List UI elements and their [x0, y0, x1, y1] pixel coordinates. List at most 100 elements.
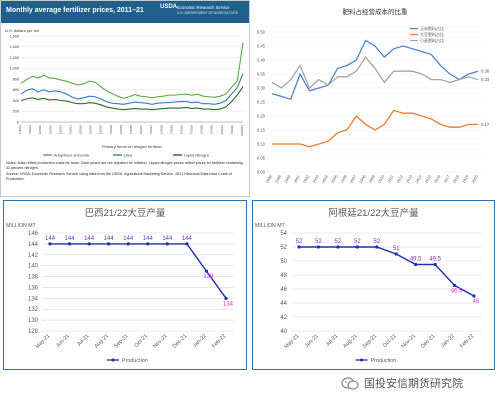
- y-tick-label: 800: [13, 77, 19, 81]
- x-tick-label: Dec-21: [172, 333, 189, 350]
- fertilizer-share-panel: 肥料占经营成本的比重 0.00 0.05 0.10 0.15 0.20 0.25 0.30 0.…: [250, 0, 500, 197]
- x-tick-label: 2003: [312, 175, 320, 184]
- y-tick-label: 0.50: [257, 29, 266, 34]
- x-tick-label: Feb-22: [211, 333, 227, 349]
- data-label: 144: [123, 236, 134, 242]
- legend-label: 小麦肥料占比: [420, 37, 444, 43]
- x-tick-label: Oct-21: [382, 333, 398, 349]
- data-label: 139: [203, 274, 214, 280]
- x-tick-label: 7/2017: [149, 125, 153, 135]
- notes-text: Notes: Data reflect production costs for…: [6, 161, 243, 170]
- end-label: 0.36: [481, 69, 490, 74]
- data-label: 51: [393, 246, 400, 252]
- chart-notes: Notes: Data reflect production costs for…: [6, 161, 246, 183]
- y-tick-label: 400: [13, 99, 19, 103]
- x-tick-label: 1/2021: [220, 125, 224, 135]
- x-tick-label: May-21: [283, 333, 300, 350]
- x-tick-label: 2011: [387, 175, 395, 184]
- y-tick-label: 146: [28, 231, 39, 237]
- y-tick-label: 0.00: [257, 169, 266, 174]
- x-tick-label: 2005: [331, 175, 339, 184]
- data-label: 144: [104, 236, 115, 242]
- brazil-soy-panel: 巴西21/22大豆产量 MILLION MT 128 130 132 134 136 138 1…: [3, 200, 247, 370]
- x-tick-label: Nov-21: [401, 333, 418, 350]
- x-tick-label: Sep-21: [362, 333, 379, 350]
- y-tick-label: 40: [280, 329, 287, 335]
- x-tick-label: 1/2014: [79, 125, 83, 135]
- y-tick-label: 1,200: [9, 56, 19, 60]
- y-tick-label: 0.20: [257, 113, 266, 118]
- data-point: [107, 242, 111, 246]
- y-tick-label: 0.30: [257, 85, 266, 90]
- x-tick-label: Oct-21: [134, 333, 150, 349]
- x-tick-label: Jul-21: [76, 333, 91, 348]
- data-point: [414, 262, 418, 267]
- data-label: 144: [182, 236, 193, 242]
- x-tick-label: 2019: [462, 175, 470, 184]
- y-tick-label: 142: [28, 253, 39, 259]
- y-tick-label: 144: [28, 242, 39, 248]
- x-tick-label: 7/2019: [190, 125, 194, 135]
- data-label: 144: [45, 236, 56, 242]
- y-tick-label: 50: [280, 259, 287, 265]
- data-point: [472, 294, 476, 298]
- x-tick-label: 2002: [303, 175, 311, 184]
- x-tick-label: 1/2012: [38, 125, 42, 135]
- y-tick-label: 138: [28, 275, 39, 281]
- x-tick-label: Jun-21: [55, 333, 71, 349]
- data-point: [67, 242, 72, 246]
- org-dept: U.S. DEPARTMENT OF AGRICULTURE: [177, 11, 238, 15]
- x-tick-label: 1/2018: [159, 125, 163, 135]
- legend-marker: [111, 358, 115, 362]
- x-tick-label: 1/2015: [99, 125, 103, 135]
- y-tick-label: 1,600: [9, 34, 19, 38]
- y-tick-label: 200: [13, 110, 19, 114]
- org-name: Economic Research Service: [177, 5, 230, 10]
- y-tick-label: 0.05: [257, 155, 266, 160]
- data-point: [126, 242, 130, 246]
- legend-label: 玉米肥料占比: [420, 25, 444, 31]
- x-tick-label: 2009: [368, 175, 376, 184]
- x-tick-label: 1998: [265, 175, 273, 184]
- x-tick-label: 2000: [284, 175, 292, 184]
- data-label: 144: [65, 236, 76, 242]
- y-tick-label: 0.10: [257, 141, 266, 146]
- x-tick-label: Jun-21: [304, 333, 320, 349]
- x-tick-label: 2014: [415, 175, 423, 184]
- x-tick-label: 7/2020: [210, 125, 214, 135]
- x-tick-label: 10/2021: [240, 125, 244, 136]
- y-tick-label: 134: [28, 296, 39, 302]
- data-label: 144: [162, 236, 173, 242]
- data-point: [297, 245, 301, 249]
- fertilizer-share-chart: 肥料占经营成本的比重 0.00 0.05 0.10 0.15 0.20 0.25 0.30 0.…: [257, 7, 490, 184]
- x-tick-label: Jan-22: [192, 333, 208, 349]
- watermark-text: 国投安信期货研究院: [364, 378, 463, 390]
- x-tick-label: 7/2015: [109, 125, 113, 135]
- x-tick-label: 1/2011: [18, 125, 22, 134]
- x-tick-label: 7/2018: [169, 125, 173, 135]
- x-axis-label: Primary forms of nitrogen fertilizer: [102, 144, 163, 149]
- y-tick-label: 1,000: [9, 67, 19, 71]
- chart-title: 巴西21/22大豆产量: [85, 207, 166, 219]
- data-point: [48, 242, 52, 246]
- x-tick-label: 2015: [424, 175, 432, 184]
- x-tick-label: 1/2019: [179, 125, 183, 135]
- x-tick-label: May-21: [34, 333, 51, 350]
- production-line: [299, 246, 436, 266]
- argentina-soy-panel: 阿根廷21/22大豆产量 MILLION MT 40 42 44 46 48 50 52 54 Ma…: [252, 200, 495, 370]
- series-line-2: [272, 109, 478, 148]
- y-axis-label: MILLION MT: [255, 223, 286, 229]
- x-tick-label: 2007: [349, 175, 357, 184]
- x-tick-label: 2016: [434, 175, 442, 184]
- chart-title: 肥料占经营成本的比重: [343, 7, 409, 16]
- fertilizer-price-panel: Monthly average fertilizer prices, 2011–…: [0, 0, 250, 197]
- data-label: 49.5: [429, 257, 441, 263]
- x-tick-label: 1/2017: [139, 125, 143, 135]
- data-point: [336, 245, 340, 249]
- data-point: [165, 242, 169, 246]
- data-label: 134: [223, 301, 234, 307]
- x-tick-label: 1/2013: [58, 125, 62, 135]
- x-tick-label: 7/2021: [230, 125, 234, 135]
- y-axis-label: U.S. dollars per ton: [5, 28, 39, 33]
- y-tick-label: 0.45: [257, 43, 266, 48]
